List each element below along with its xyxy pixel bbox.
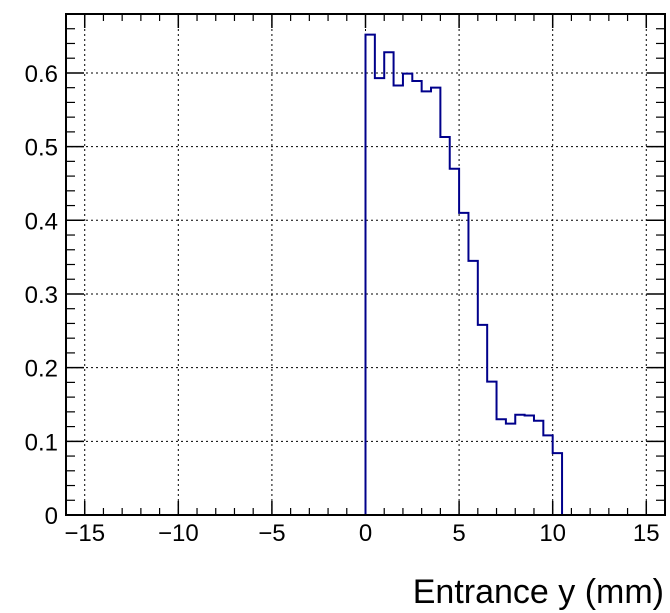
y-tick-label: 0.2 <box>25 356 58 383</box>
plot-frame <box>65 13 666 516</box>
y-tick-label: 0.1 <box>25 429 58 456</box>
y-tick-label: 0 <box>45 503 58 530</box>
y-tick-labels: 0 0.1 0.2 0.3 0.4 0.5 0.6 <box>25 61 58 530</box>
x-tick-label: 15 <box>633 520 660 547</box>
x-axis-title: Entrance y (mm) <box>413 573 664 611</box>
x-tick-label: 0 <box>359 520 372 547</box>
y-tick-label: 0.4 <box>25 208 58 235</box>
x-tick-label: 10 <box>539 520 566 547</box>
x-tick-labels: −15 −10 −5 0 5 10 15 <box>64 520 659 547</box>
y-tick-label: 0.6 <box>25 61 58 88</box>
x-tick-label: −10 <box>158 520 199 547</box>
y-tick-label: 0.3 <box>25 282 58 309</box>
histogram-series <box>364 33 572 516</box>
x-tick-label: −15 <box>64 520 105 547</box>
x-tick-label: 5 <box>452 520 465 547</box>
y-tick-label: 0.5 <box>25 135 58 162</box>
x-tick-label: −5 <box>258 520 285 547</box>
